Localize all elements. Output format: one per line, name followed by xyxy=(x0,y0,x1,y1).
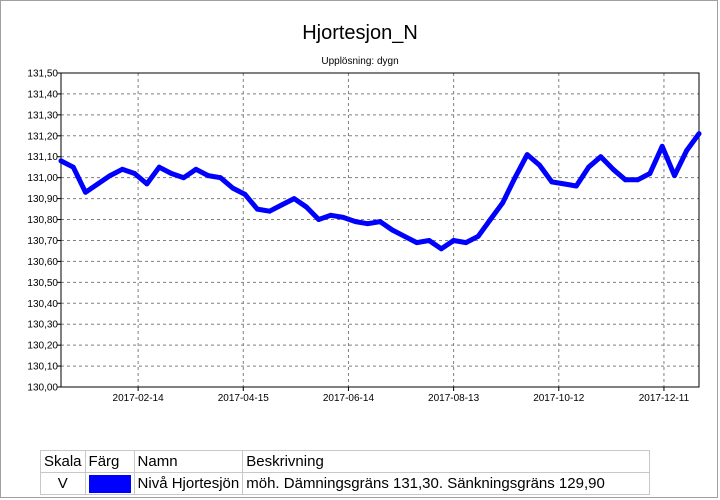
data-point xyxy=(610,166,616,172)
data-point xyxy=(230,185,236,191)
y-tick-label: 130,30 xyxy=(27,320,58,331)
data-point xyxy=(426,238,432,243)
data-point xyxy=(647,171,653,176)
header-beskrivning: Beskrivning xyxy=(242,450,651,473)
data-point xyxy=(635,177,641,183)
grid xyxy=(61,73,699,387)
data-point xyxy=(58,158,64,164)
data-point xyxy=(561,181,567,187)
data-point xyxy=(107,173,113,179)
data-point xyxy=(438,246,444,252)
data-point xyxy=(291,196,297,202)
data-point xyxy=(512,175,518,181)
y-tick-label: 131,00 xyxy=(27,173,58,184)
data-point xyxy=(95,181,101,187)
legend-header-row: Skala Färg Namn Beskrivning xyxy=(40,450,651,473)
y-tick-label: 130,40 xyxy=(27,299,58,310)
chart-title: Hjortesjon_N xyxy=(302,22,418,44)
y-tick-label: 131,40 xyxy=(27,89,58,100)
cell-namn: Nivå Hjortesjön xyxy=(133,472,244,495)
y-tick-label: 130,20 xyxy=(27,341,58,352)
data-point xyxy=(193,166,199,172)
data-point xyxy=(242,192,248,197)
data-point xyxy=(598,154,604,160)
data-point xyxy=(181,175,187,181)
data-point xyxy=(83,189,88,195)
y-tick-label: 130,80 xyxy=(27,215,58,226)
color-swatch xyxy=(88,474,131,493)
data-point xyxy=(451,238,456,243)
data-point xyxy=(402,233,407,239)
data-point xyxy=(389,227,395,233)
x-tick-label: 2017-10-12 xyxy=(533,393,585,404)
x-tick-label: 2017-06-14 xyxy=(323,393,375,404)
chart-subtitle: Upplösning: dygn xyxy=(321,56,399,67)
data-point xyxy=(672,173,677,179)
cell-beskrivning: möh. Dämningsgräns 131,30. Sänkningsgrän… xyxy=(242,472,651,495)
data-point xyxy=(377,219,383,225)
y-tick-label: 130,50 xyxy=(27,278,58,289)
plot-area-border xyxy=(60,72,700,388)
y-tick-label: 130,70 xyxy=(27,236,58,247)
line-chart: 130,00 130,10 130,20 130,30 130,40 130,50 130,… xyxy=(27,69,702,404)
data-point xyxy=(132,171,138,176)
data-point xyxy=(316,217,322,222)
y-tick-label: 130,10 xyxy=(27,362,58,373)
data-point xyxy=(254,206,260,212)
x-tick-label: 2017-12-11 xyxy=(639,393,690,404)
table-row[interactable]: V Nivå Hjortesjön möh. Dämningsgräns 131… xyxy=(40,472,651,495)
data-point xyxy=(549,179,555,185)
legend-table: Skala Färg Namn Beskrivning V Nivå Hjort… xyxy=(40,450,651,495)
data-point xyxy=(365,221,371,227)
data-point xyxy=(623,177,628,183)
data-point xyxy=(119,166,125,172)
data-point xyxy=(156,164,162,170)
data-point xyxy=(205,173,211,179)
y-tick-label: 131,50 xyxy=(27,69,58,80)
x-tick-label: 2017-04-15 xyxy=(218,393,270,404)
data-point xyxy=(414,240,420,246)
data-point xyxy=(328,212,334,218)
data-point xyxy=(488,217,493,222)
data-point xyxy=(70,164,76,170)
cell-skala: V xyxy=(40,472,86,495)
data-point xyxy=(267,208,272,214)
data-point xyxy=(169,171,174,176)
data-point xyxy=(659,143,665,149)
header-skala: Skala xyxy=(40,450,86,473)
series-group xyxy=(58,131,702,252)
y-axis-ticks: 130,00 130,10 130,20 130,30 130,40 130,50 130,… xyxy=(27,69,61,394)
y-tick-label: 131,20 xyxy=(27,131,58,142)
x-tick-label: 2017-02-14 xyxy=(113,393,165,404)
data-point xyxy=(144,181,150,187)
y-tick-label: 130,90 xyxy=(27,194,58,205)
data-point xyxy=(684,148,690,153)
data-point xyxy=(279,202,285,208)
data-point xyxy=(500,200,506,206)
data-point xyxy=(340,215,346,220)
data-point xyxy=(463,240,469,246)
cell-farg xyxy=(84,472,135,495)
x-tick-label: 2017-08-13 xyxy=(428,393,480,404)
data-point xyxy=(573,183,579,189)
data-point xyxy=(475,233,481,239)
y-tick-label: 131,30 xyxy=(27,110,58,121)
data-point xyxy=(353,219,358,225)
data-point xyxy=(304,204,309,210)
y-tick-label: 130,60 xyxy=(27,257,58,268)
header-namn: Namn xyxy=(133,450,244,473)
y-tick-label: 130,00 xyxy=(27,383,58,394)
data-point xyxy=(218,175,223,181)
data-point xyxy=(524,152,530,158)
data-point xyxy=(537,162,542,168)
data-point xyxy=(696,131,702,137)
data-point xyxy=(586,164,591,170)
x-axis-ticks: 2017-02-14 2017-04-15 2017-06-14 2017-08-13… xyxy=(113,387,690,404)
header-farg: Färg xyxy=(84,450,135,473)
series-line xyxy=(58,131,702,252)
y-tick-label: 131,10 xyxy=(27,152,58,163)
